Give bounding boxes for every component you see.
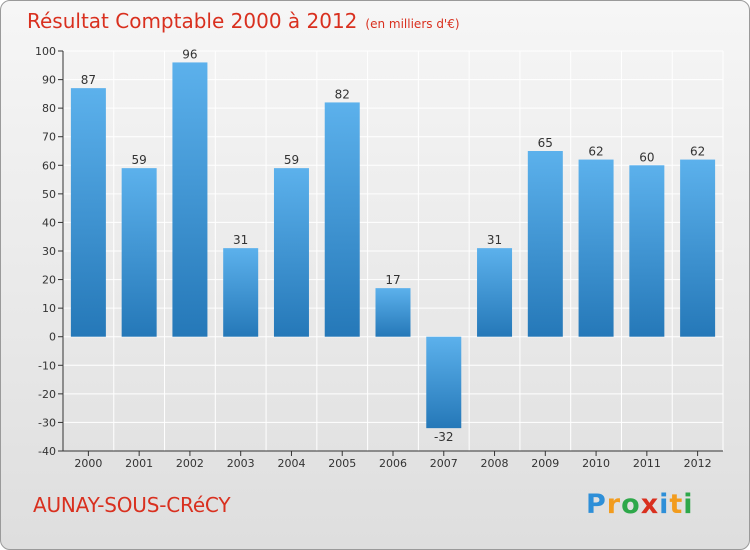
- data-label: -32: [434, 430, 454, 444]
- x-tick-label: 2005: [328, 457, 356, 470]
- x-tick-label: 2010: [582, 457, 610, 470]
- x-tick-label: 2011: [633, 457, 661, 470]
- bar-2003[interactable]: [223, 248, 259, 337]
- x-tick-label: 2007: [430, 457, 458, 470]
- y-tick-label: -40: [38, 445, 56, 458]
- x-tick-label: 2012: [684, 457, 712, 470]
- x-tick-label: 2002: [176, 457, 204, 470]
- commune-name: AUNAY-SOUS-CRéCY: [33, 493, 231, 517]
- data-label: 59: [284, 153, 299, 167]
- logo-letter: P: [586, 489, 607, 520]
- bar-2001[interactable]: [121, 168, 157, 337]
- y-tick-label: 0: [49, 331, 56, 344]
- data-label: 62: [588, 145, 603, 159]
- y-tick-label: -10: [38, 359, 56, 372]
- data-label: 59: [132, 153, 147, 167]
- bar-2007[interactable]: [426, 336, 462, 429]
- x-tick-label: 2004: [277, 457, 305, 470]
- y-tick-label: 20: [42, 274, 56, 287]
- bar-2012[interactable]: [680, 159, 716, 337]
- logo-letter: o: [621, 489, 641, 520]
- data-label: 31: [233, 233, 248, 247]
- data-label: 62: [690, 145, 705, 159]
- proxiti-logo[interactable]: Proxiti: [586, 489, 694, 520]
- y-tick-label: 10: [42, 302, 56, 315]
- bar-2004[interactable]: [273, 168, 309, 337]
- y-tick-label: 60: [42, 159, 56, 172]
- chart-title: Résultat Comptable 2000 à 2012 (en millie…: [27, 7, 460, 35]
- y-tick-label: 50: [42, 188, 56, 201]
- bar-2005[interactable]: [324, 102, 360, 337]
- y-tick-label: -20: [38, 388, 56, 401]
- data-label: 60: [639, 150, 654, 164]
- y-tick-label: 80: [42, 102, 56, 115]
- y-tick-label: -30: [38, 416, 56, 429]
- bar-2008[interactable]: [477, 248, 513, 337]
- x-tick-label: 2009: [531, 457, 559, 470]
- y-tick-label: 30: [42, 245, 56, 258]
- chart-unit-label: (en milliers d'€): [365, 17, 460, 31]
- x-tick-label: 2003: [227, 457, 255, 470]
- bar-2002[interactable]: [172, 62, 208, 337]
- y-tick-label: 70: [42, 131, 56, 144]
- chart-title-text: Résultat Comptable 2000 à 2012: [27, 9, 358, 33]
- logo-letter: r: [606, 489, 622, 520]
- y-tick-label: 100: [35, 45, 56, 58]
- x-tick-label: 2006: [379, 457, 407, 470]
- logo-letter: i: [683, 489, 694, 520]
- data-label: 87: [81, 73, 96, 87]
- bar-2000[interactable]: [70, 88, 106, 337]
- bar-2011[interactable]: [629, 165, 665, 337]
- y-tick-label: 90: [42, 74, 56, 87]
- logo-letter: x: [640, 489, 660, 520]
- x-tick-label: 2008: [481, 457, 509, 470]
- data-label: 82: [335, 87, 350, 101]
- bar-2009[interactable]: [527, 151, 563, 337]
- x-tick-label: 2000: [74, 457, 102, 470]
- y-tick-label: 40: [42, 216, 56, 229]
- bar-2010[interactable]: [578, 159, 614, 337]
- x-tick-label: 2001: [125, 457, 153, 470]
- data-label: 17: [385, 273, 400, 287]
- bar-2006[interactable]: [375, 288, 411, 337]
- data-label: 96: [182, 47, 197, 61]
- logo-letter: i: [659, 489, 670, 520]
- logo-letter: t: [669, 489, 684, 520]
- data-label: 31: [487, 233, 502, 247]
- data-label: 65: [538, 136, 553, 150]
